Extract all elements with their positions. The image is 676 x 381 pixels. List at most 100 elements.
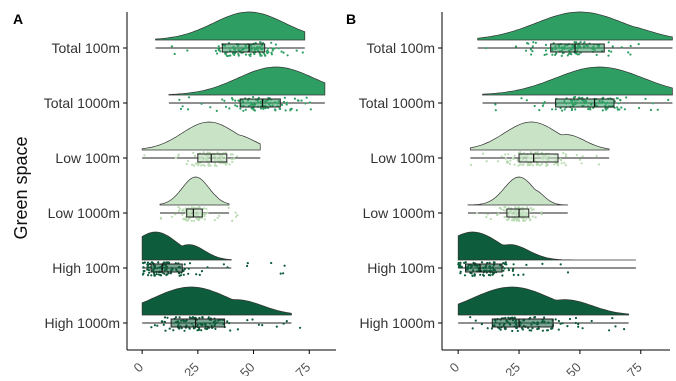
data-point: [232, 157, 235, 160]
data-point: [519, 163, 522, 166]
data-point: [236, 214, 239, 217]
data-point: [554, 108, 557, 111]
data-point: [537, 327, 540, 330]
data-point: [261, 324, 264, 327]
data-point: [566, 325, 569, 328]
data-point: [285, 101, 289, 104]
data-point: [532, 164, 535, 167]
data-point: [226, 320, 229, 323]
data-point: [236, 105, 239, 108]
data-point: [644, 97, 647, 100]
data-point: [178, 316, 181, 319]
category-label: Low 1000m: [363, 205, 435, 221]
density-cloud: [457, 231, 636, 261]
panel-a: A 0 25 50 75 Total 100m Total 1000m Low 100m Low…: [13, 11, 336, 380]
data-point: [250, 107, 253, 110]
data-point: [533, 316, 537, 319]
data-point: [166, 316, 169, 319]
data-point: [656, 108, 659, 111]
data-point: [183, 263, 186, 266]
data-point: [511, 269, 514, 272]
data-point: [201, 316, 204, 319]
data-point: [504, 327, 507, 330]
data-point: [545, 164, 548, 167]
data-point: [511, 268, 515, 271]
data-point: [170, 45, 173, 48]
data-point: [228, 107, 231, 110]
data-point: [207, 164, 210, 167]
data-point: [512, 157, 515, 160]
data-point: [285, 103, 288, 106]
data-point: [521, 327, 524, 330]
data-point: [481, 152, 485, 155]
raincloud-row: High 1000m: [45, 286, 302, 332]
density-cloud: [155, 11, 306, 41]
data-point: [568, 317, 572, 321]
data-point: [177, 209, 180, 213]
data-point: [581, 327, 584, 330]
data-point: [527, 42, 530, 45]
data-point: [471, 274, 474, 277]
data-point: [507, 267, 510, 270]
data-point: [502, 262, 505, 265]
data-point: [545, 162, 548, 165]
data-point: [198, 327, 201, 330]
data-point: [551, 108, 554, 111]
data-point: [538, 109, 541, 112]
data-point: [187, 96, 191, 99]
raincloud-row: Low 100m: [370, 121, 610, 167]
data-point: [524, 49, 528, 52]
data-point: [528, 329, 531, 332]
data-point: [146, 265, 149, 268]
data-point: [516, 329, 519, 332]
data-point: [183, 329, 186, 332]
data-point: [147, 269, 151, 272]
data-point: [601, 109, 604, 112]
data-point: [234, 99, 237, 102]
data-point: [557, 319, 561, 323]
data-point: [474, 319, 477, 322]
data-point: [186, 218, 189, 221]
data-point: [497, 212, 500, 215]
raincloud-row: Low 1000m: [363, 176, 569, 222]
data-point: [283, 96, 286, 99]
data-point: [543, 101, 546, 104]
category-label: Total 1000m: [359, 95, 435, 111]
data-point: [508, 162, 511, 166]
data-point: [563, 161, 566, 164]
data-point: [177, 272, 181, 275]
density-cloud: [168, 66, 326, 96]
data-point: [274, 43, 277, 46]
data-point: [197, 218, 200, 221]
data-point: [529, 316, 532, 319]
data-point: [529, 207, 533, 210]
data-point: [616, 106, 619, 109]
data-point: [512, 263, 515, 266]
data-point: [540, 211, 543, 214]
data-point: [181, 105, 184, 108]
data-point: [525, 99, 528, 102]
data-point: [567, 52, 571, 55]
data-point: [509, 159, 512, 162]
data-point: [304, 102, 307, 105]
data-point: [482, 273, 485, 276]
data-point: [143, 154, 146, 157]
data-point: [560, 54, 563, 58]
data-point: [516, 160, 519, 163]
x-tick-label: 0: [131, 360, 147, 376]
data-point: [191, 316, 195, 319]
data-point: [206, 211, 209, 214]
data-point: [607, 54, 610, 57]
data-point: [620, 46, 623, 49]
density-cloud: [482, 66, 673, 96]
data-point: [157, 273, 161, 276]
raincloud-row: Total 1000m: [359, 66, 673, 112]
data-point: [525, 217, 528, 220]
data-point: [513, 219, 516, 222]
data-point: [141, 273, 144, 276]
data-point: [200, 217, 203, 220]
data-point: [546, 163, 549, 166]
data-point: [541, 162, 544, 166]
data-point: [541, 104, 545, 107]
data-point: [163, 320, 166, 324]
